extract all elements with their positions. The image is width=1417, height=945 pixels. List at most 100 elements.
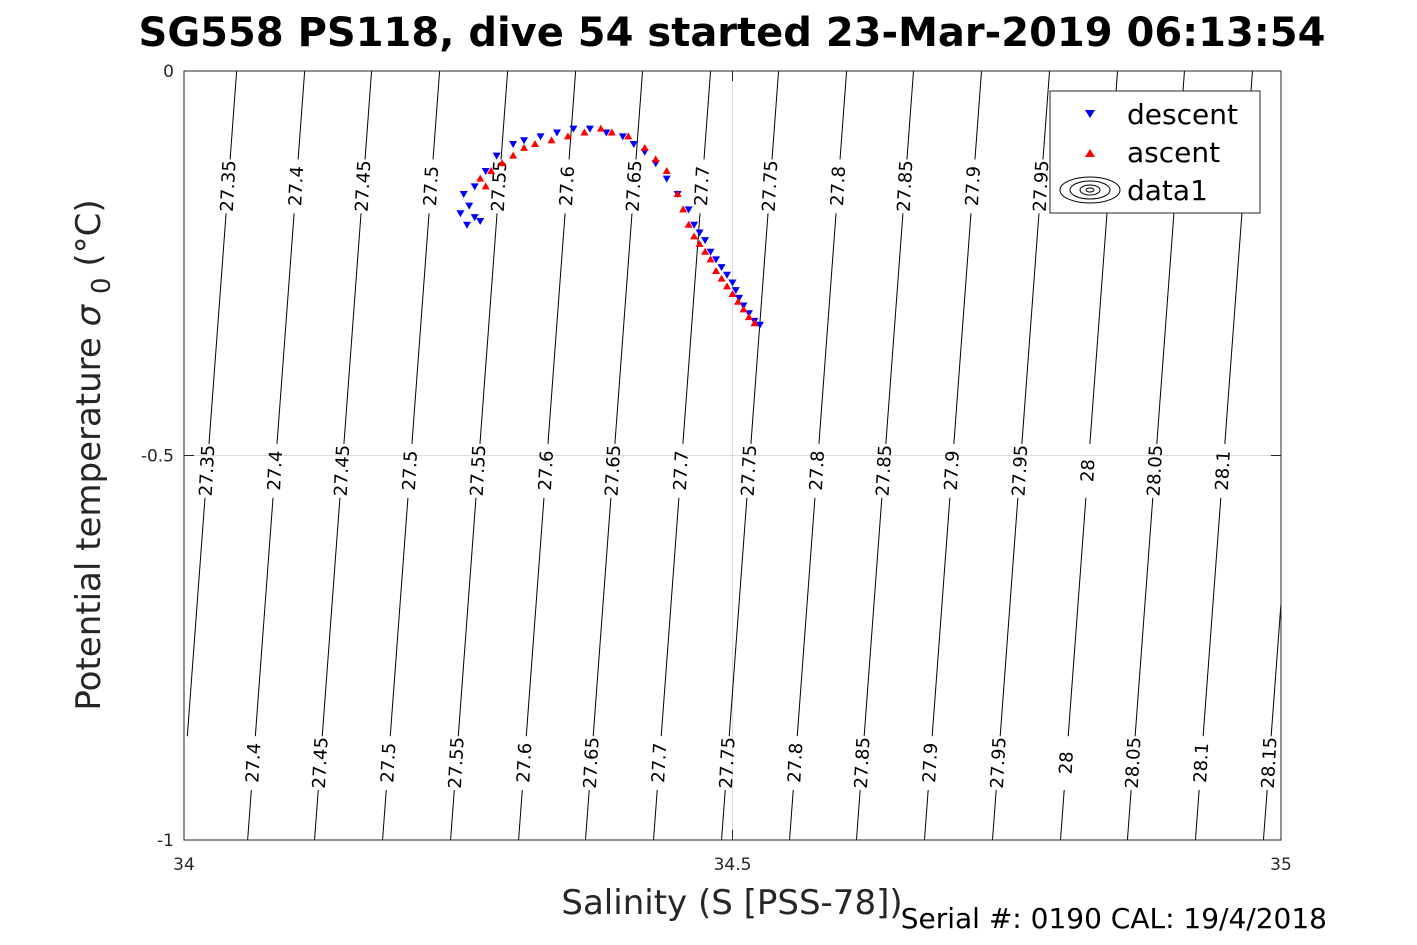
- y-tick-label: -0.5: [141, 447, 174, 467]
- legend: descent ascent data1: [1049, 90, 1261, 214]
- ascent-point: [684, 220, 693, 228]
- contour-27.4: 27.4 27.4 27.4: [242, 70, 308, 841]
- ascent-point: [662, 166, 671, 174]
- contour-line: [229, 70, 238, 160]
- contour-27.45: 27.45 27.45 27.45: [309, 70, 375, 841]
- descent-point: [552, 129, 561, 137]
- descent-point: [618, 133, 627, 141]
- contour-line: [923, 789, 929, 841]
- contour-label: 27.45: [309, 737, 333, 790]
- descent-point: [470, 183, 479, 191]
- y-axis-label-unit: (°C): [69, 199, 109, 266]
- contour-line: [1060, 789, 1065, 841]
- ascent-point: [580, 128, 589, 136]
- descent-point: [755, 321, 764, 329]
- descent-point: [731, 287, 740, 295]
- ascent-point: [750, 319, 759, 327]
- chart-title: SG558 PS118, dive 54 started 23-Mar-2019…: [139, 10, 1326, 56]
- contour-27.8: 27.8 27.8 27.8: [784, 70, 850, 841]
- x-tick-label: 34: [173, 855, 195, 875]
- x-axis-label: Salinity (S [PSS-78]): [561, 883, 902, 923]
- y-tick-label: 0: [163, 62, 174, 82]
- contour-line: [457, 497, 477, 737]
- descent-point: [717, 264, 726, 272]
- contour-label: 27.85: [851, 737, 875, 790]
- ascent-point: [563, 132, 572, 140]
- contour-line: [411, 213, 430, 445]
- contour-line: [974, 70, 983, 160]
- contour-label: 27.7: [691, 166, 714, 207]
- y-axis-label-main: Potential temperature: [69, 326, 109, 710]
- ascent-point: [596, 124, 605, 132]
- contour-label: 27.7: [670, 450, 693, 491]
- contour-label: 27.65: [623, 160, 647, 213]
- contour-label: 27.85: [894, 160, 918, 213]
- ascent-point: [476, 174, 485, 182]
- contour-line: [728, 497, 748, 737]
- ascent-point: [498, 159, 507, 167]
- ascent-point: [481, 182, 490, 190]
- contour-27.9: 27.9 27.9 27.9: [919, 70, 985, 841]
- descent-point: [459, 191, 468, 199]
- contour-label: 27.9: [941, 450, 964, 491]
- ascent-point: [701, 247, 710, 255]
- contour-line: [450, 789, 455, 841]
- contour-line: [653, 789, 658, 841]
- x-tick-label: 34.5: [714, 855, 752, 875]
- contour-line: [1270, 603, 1282, 737]
- contour-27.75: 27.75 27.75 27.75: [716, 70, 783, 841]
- contour-label: 28.05: [1143, 444, 1167, 497]
- axis-ticks: 34 34.5 35 0 -0.5 -1: [141, 62, 1292, 875]
- contour-28.15: 28.15: [1258, 603, 1282, 841]
- contour-line: [500, 70, 509, 160]
- contour-line: [389, 497, 409, 737]
- legend-descent-label: descent: [1127, 98, 1238, 131]
- contour-27.95: 27.95 27.95 27.95: [987, 70, 1053, 841]
- descent-point: [509, 141, 518, 149]
- contour-line: [382, 789, 387, 841]
- contour-line: [343, 213, 362, 445]
- contour-line: [297, 70, 306, 160]
- contour-label: 27.55: [445, 737, 469, 790]
- contour-label: 27.9: [919, 742, 942, 783]
- contour-label: 27.65: [580, 737, 604, 790]
- y-axis-label-sigma: σ: [69, 303, 109, 326]
- contour-label: 27.75: [738, 444, 762, 497]
- contour-label: 27.5: [420, 166, 443, 207]
- contour-label: 27.6: [513, 742, 536, 783]
- descent-point: [481, 167, 490, 175]
- contour-line: [1156, 213, 1175, 445]
- contour-label: 28.05: [1122, 737, 1146, 790]
- contour-line: [818, 213, 837, 445]
- contour-label: 28: [1056, 751, 1078, 775]
- contour-line: [885, 213, 904, 445]
- descent-point: [476, 217, 485, 225]
- ascent-point: [744, 313, 753, 321]
- contour-label: 28.1: [1190, 742, 1213, 783]
- ascent-point: [712, 266, 721, 274]
- legend-descent-marker: [1085, 110, 1095, 118]
- legend-box: [1049, 90, 1261, 214]
- contour-line: [186, 497, 206, 737]
- ascent-point: [640, 143, 649, 151]
- contour-label: 27.65: [602, 444, 626, 497]
- contour-label: 27.7: [648, 742, 671, 783]
- contour-label: 27.75: [759, 160, 783, 213]
- contour-line: [585, 789, 590, 841]
- descent-point: [492, 152, 501, 160]
- contour-line: [839, 70, 848, 160]
- descent-point: [470, 214, 479, 222]
- contour-27.35: 27.35 27.35: [186, 70, 240, 737]
- contour-label: 27.4: [264, 450, 287, 491]
- ascent-point: [728, 290, 737, 298]
- ascent-point: [607, 128, 616, 136]
- contour-line: [254, 497, 274, 737]
- y-axis-label-subscript: 0: [87, 277, 117, 294]
- contour-line: [796, 497, 816, 737]
- descent-point: [728, 279, 737, 287]
- ascent-point: [624, 132, 633, 140]
- contour-label: 27.95: [987, 737, 1011, 790]
- ascent-point: [690, 232, 699, 240]
- contour-line: [1042, 70, 1051, 160]
- contour-label: 27.5: [399, 450, 422, 491]
